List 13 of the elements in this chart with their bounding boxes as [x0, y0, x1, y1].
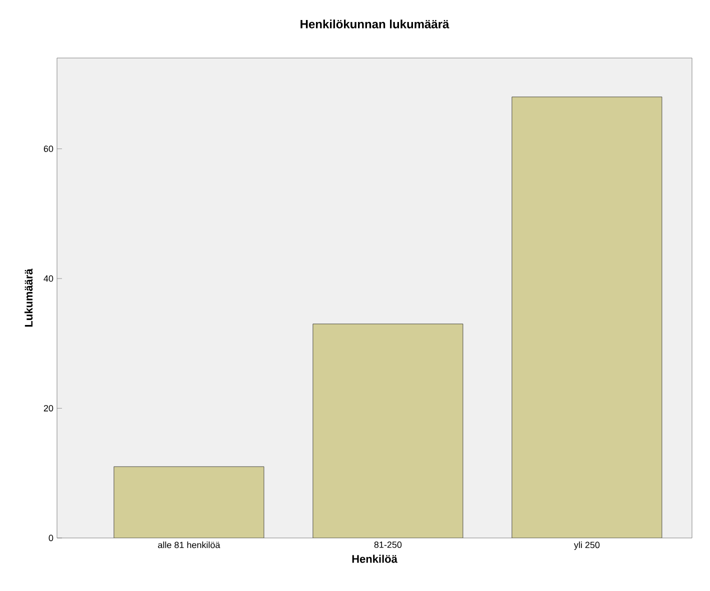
y-tick-label: 0 [48, 534, 54, 542]
x-tick-label: 81-250 [374, 542, 402, 548]
x-axis-title: Henkilöä [352, 554, 398, 563]
x-tick-label: alle 81 henkilöä [158, 542, 220, 548]
x-tick-label: yli 250 [574, 542, 600, 550]
bar [114, 466, 264, 538]
y-tick-label: 60 [44, 146, 54, 152]
y-tick-label: 20 [44, 405, 54, 412]
y-axis-title: Lukumäärä [24, 268, 33, 327]
y-tick-label: 40 [44, 275, 54, 282]
bar [512, 96, 662, 538]
bar [312, 324, 464, 538]
chart-title: Henkilökunnan lukumäärä [300, 20, 450, 28]
